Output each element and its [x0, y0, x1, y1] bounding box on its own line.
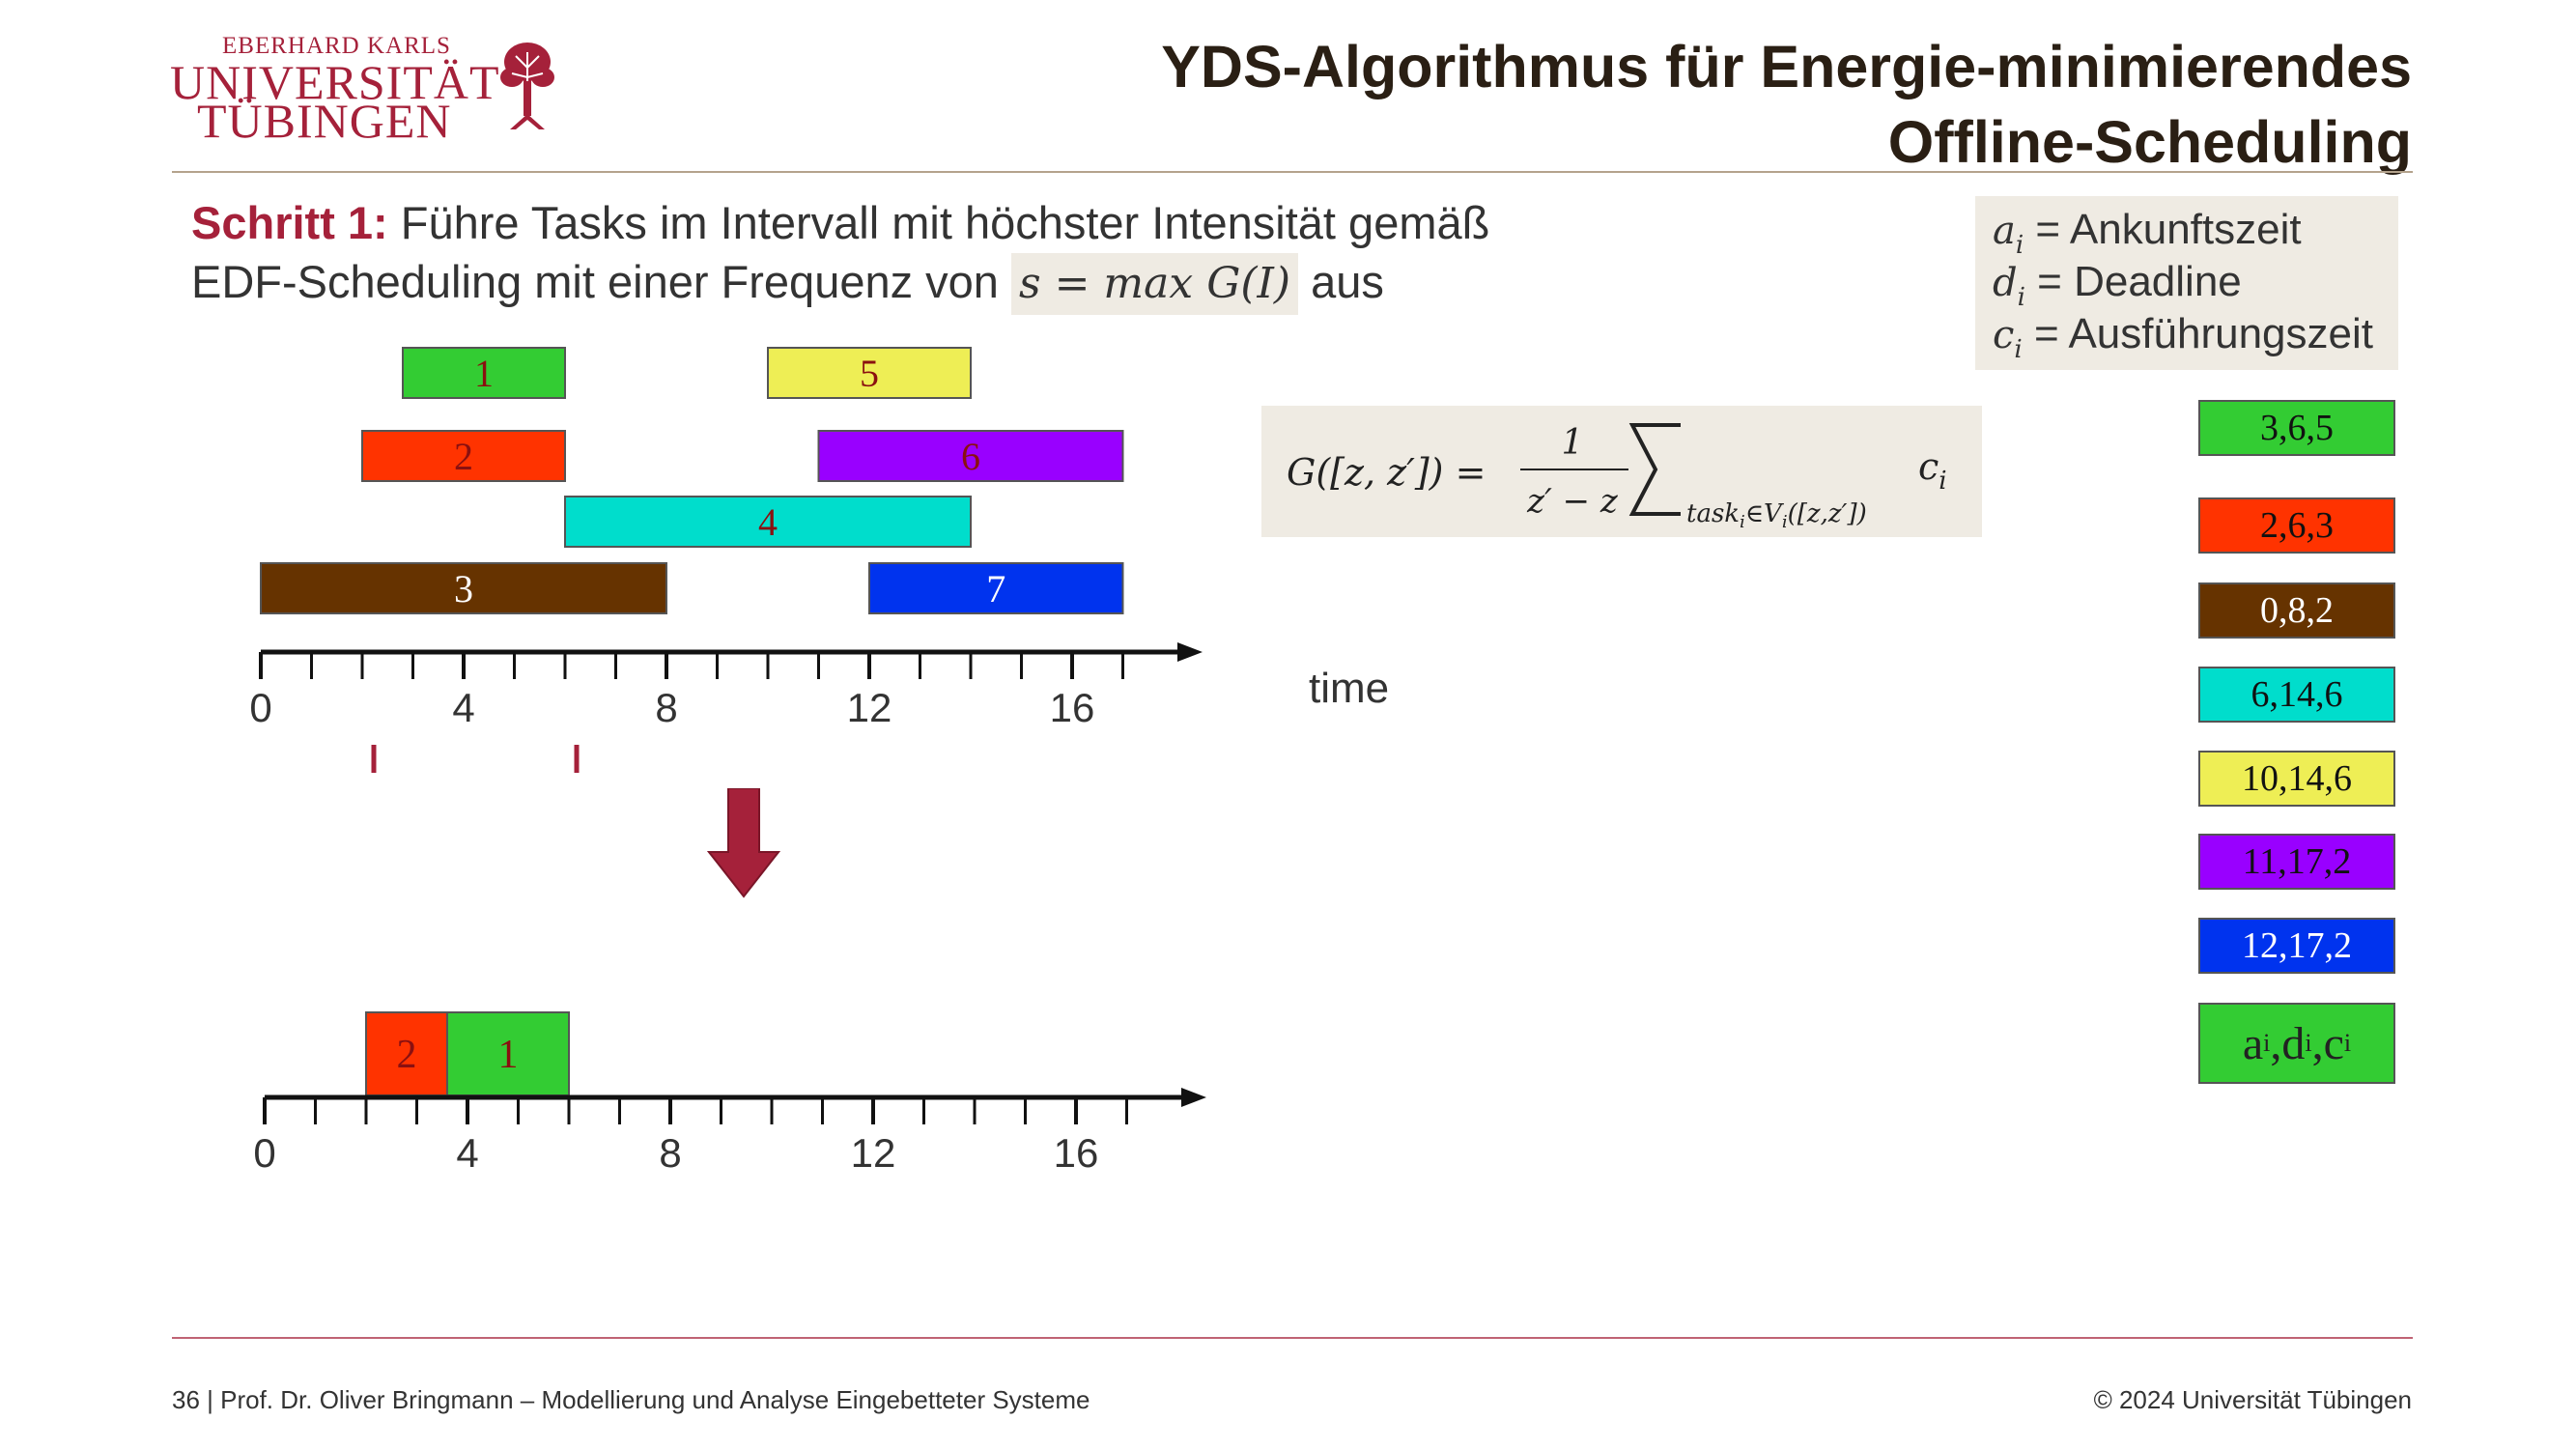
- formula-lhs: G([z, z′]) =: [1287, 451, 1486, 494]
- slide-title: YDS-Algorithmus für Energie-minimierende…: [1161, 29, 2412, 180]
- schedule-top: 1 5 2 6 4 3 7 0 4 8 12 16: [249, 347, 1203, 773]
- legend-deadline: di = Deadline: [1993, 258, 2242, 312]
- task-label-1: 1: [474, 352, 494, 395]
- task-label-5: 5: [860, 352, 879, 395]
- step-description: Schritt 1: Führe Tasks im Intervall mit …: [191, 193, 1489, 315]
- legend-execution-time: ci = Ausführungszeit: [1993, 310, 2373, 364]
- legend-arrival: ai = Ankunftszeit: [1993, 206, 2302, 260]
- footer-left: 36 | Prof. Dr. Oliver Bringmann – Modell…: [172, 1385, 1090, 1414]
- logo-universitaet: UNIVERSITÄT: [170, 55, 500, 109]
- task-bar-5: [767, 347, 972, 399]
- tick-label: 8: [659, 1130, 681, 1176]
- axis-arrow-icon: [1177, 642, 1203, 662]
- tick-label: 4: [452, 685, 474, 730]
- task-bar-1: [402, 347, 566, 399]
- step-text-2: EDF-Scheduling mit einer Frequenz von: [191, 256, 999, 307]
- step-text-3: aus: [1311, 256, 1384, 307]
- sum-sign: [1628, 423, 1681, 516]
- title-line-2: Offline-Scheduling: [1887, 109, 2412, 175]
- task-bar-2: [361, 430, 566, 482]
- intensity-formula: G([z, z′]) = 1 z′ − z taski∈Vi([z,z′]) c…: [1261, 406, 1982, 537]
- footer-divider: [172, 1337, 2413, 1339]
- task-bar-7: [868, 562, 1124, 614]
- scheduled-task-1: [446, 1011, 570, 1096]
- tree-logo-icon: [500, 43, 554, 129]
- task-params-box: 12,17,2: [2198, 918, 2395, 974]
- tick-label: 12: [847, 685, 892, 730]
- tick-label: 16: [1050, 685, 1095, 730]
- task-bar-3: [260, 562, 667, 614]
- task-label-3: 3: [454, 567, 473, 611]
- axis-arrow-icon: [1181, 1088, 1206, 1107]
- task-params-box: 11,17,2: [2198, 834, 2395, 890]
- task-label-4: 4: [758, 500, 778, 544]
- logo-eberhard: EBERHARD KARLS: [222, 33, 451, 59]
- schedule-bottom: 2 1 0 4 8 12 16: [253, 1011, 1206, 1176]
- tick-label: 12: [851, 1130, 896, 1176]
- tick-label: 8: [655, 685, 677, 730]
- scheduled-task-2: [365, 1011, 448, 1096]
- formula-numerator: 1: [1562, 423, 1584, 463]
- formula-denominator: z′ − z: [1526, 482, 1619, 521]
- down-arrow-icon: [707, 788, 780, 898]
- task-label-2: 2: [454, 435, 473, 478]
- task-params-box: 2,6,3: [2198, 497, 2395, 554]
- task-params-box: 0,8,2: [2198, 582, 2395, 639]
- task-bar-4: [564, 496, 972, 548]
- scheduled-label-1: 1: [498, 1033, 519, 1077]
- logo-tuebingen: TÜBINGEN: [197, 94, 452, 148]
- tick-label: 0: [249, 685, 271, 730]
- task-params-box: 10,14,6: [2198, 751, 2395, 807]
- time-axis-label: time: [1309, 665, 1390, 712]
- title-line-1: YDS-Algorithmus für Energie-minimierende…: [1161, 34, 2412, 99]
- variable-legend: ai = Ankunftszeit di = Deadline ci = Aus…: [1975, 196, 2398, 370]
- task-label-7: 7: [986, 567, 1005, 611]
- step-text-1: Führe Tasks im Intervall mit höchster In…: [400, 197, 1490, 248]
- formula-term: ci: [1918, 445, 1947, 496]
- sum-subscript: taski∈Vi([z,z′]): [1686, 499, 1867, 532]
- tick-label: 16: [1054, 1130, 1099, 1176]
- task-params-box: 6,14,6: [2198, 667, 2395, 723]
- footer-right: © 2024 Universität Tübingen: [2093, 1385, 2412, 1414]
- title-divider: [172, 171, 2413, 173]
- task-label-6: 6: [961, 435, 980, 478]
- step-label: Schritt 1:: [191, 197, 388, 248]
- tick-label: 4: [456, 1130, 478, 1176]
- scheduled-label-2: 2: [397, 1033, 417, 1077]
- tick-label: 0: [253, 1130, 275, 1176]
- task-bar-6: [817, 430, 1124, 482]
- task-params-box: 3,6,5: [2198, 400, 2395, 456]
- interval-bracket: [371, 745, 580, 773]
- frequency-formula: s = max G(I): [1011, 253, 1299, 315]
